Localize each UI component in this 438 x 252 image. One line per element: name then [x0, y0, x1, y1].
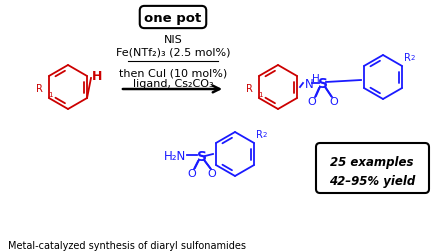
- Text: one pot: one pot: [144, 11, 201, 24]
- Text: NIS: NIS: [163, 35, 182, 45]
- Text: Metal-catalyzed synthesis of diaryl sulfonamides: Metal-catalyzed synthesis of diaryl sulf…: [8, 240, 245, 250]
- Text: 2: 2: [262, 132, 267, 137]
- Text: O: O: [207, 168, 216, 178]
- Text: S: S: [317, 77, 327, 91]
- Text: N: N: [304, 77, 313, 90]
- Text: 1: 1: [258, 92, 262, 98]
- Text: Fe(NTf₂)₃ (2.5 mol%): Fe(NTf₂)₃ (2.5 mol%): [116, 47, 230, 57]
- Text: 2: 2: [410, 55, 414, 61]
- FancyBboxPatch shape: [315, 143, 428, 193]
- Text: 1: 1: [48, 92, 53, 98]
- Text: ligand, Cs₂CO₃: ligand, Cs₂CO₃: [132, 79, 213, 89]
- Text: R: R: [246, 84, 252, 94]
- Text: R: R: [255, 130, 262, 139]
- Text: 25 examples
42–95% yield: 25 examples 42–95% yield: [328, 155, 414, 187]
- Text: S: S: [197, 149, 207, 163]
- Text: O: O: [329, 97, 338, 107]
- Text: H: H: [311, 74, 319, 84]
- Text: R: R: [403, 53, 410, 63]
- Text: R: R: [36, 84, 43, 94]
- Text: H₂N: H₂N: [163, 149, 186, 162]
- Text: O: O: [307, 97, 316, 107]
- Text: O: O: [187, 168, 196, 178]
- Text: H: H: [92, 69, 102, 82]
- Text: then CuI (10 mol%): then CuI (10 mol%): [119, 68, 226, 78]
